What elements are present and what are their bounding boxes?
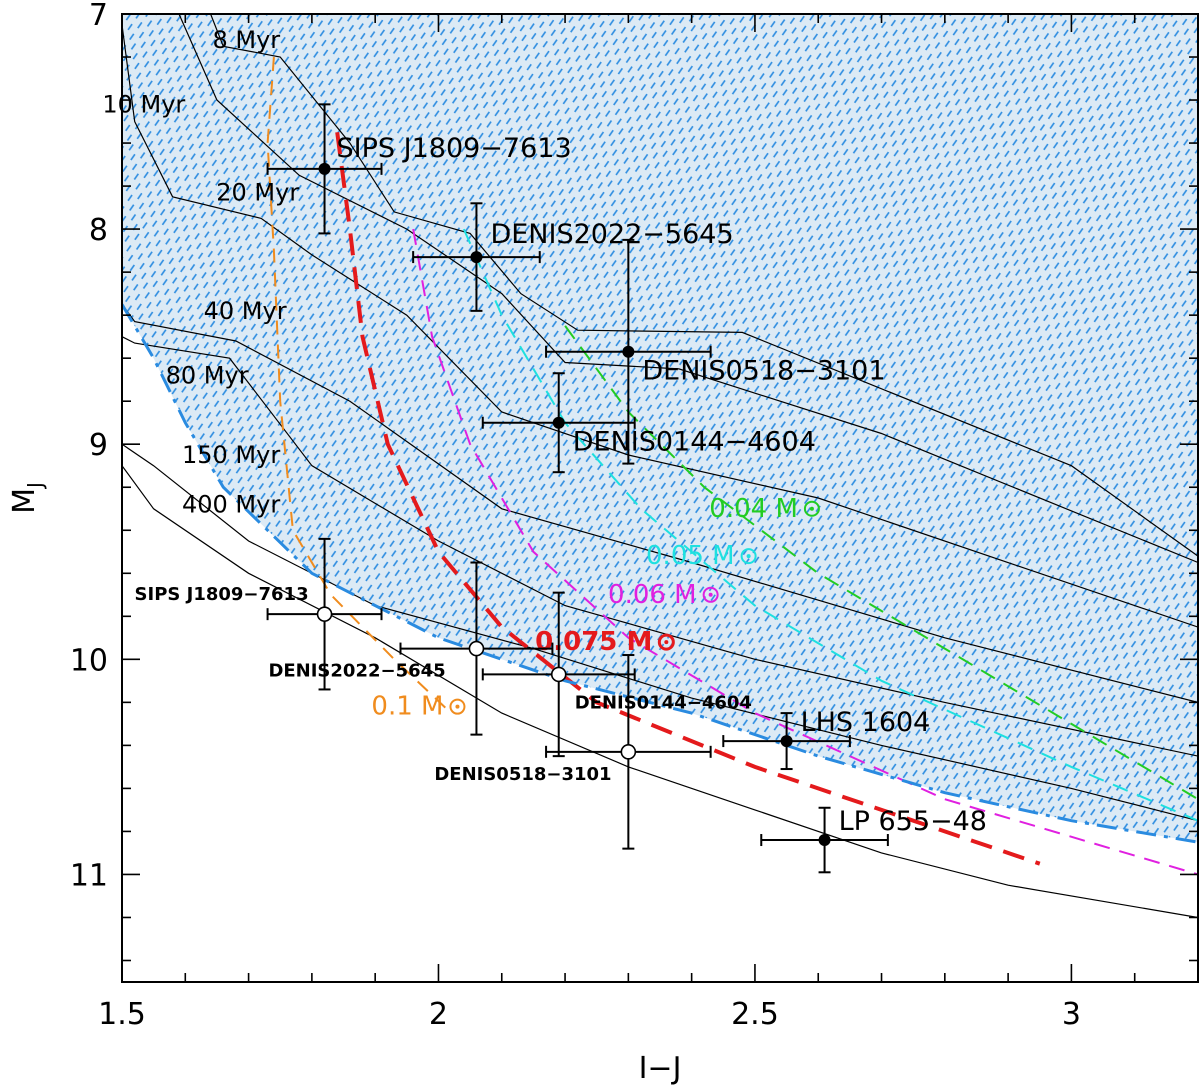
isochrone-80-myr	[122, 336, 1198, 757]
lithium-boundary	[122, 303, 1198, 844]
y-tick-label: 8	[89, 213, 108, 248]
y-tick-label: 7	[89, 0, 108, 33]
sun-symbol-icon	[657, 633, 675, 651]
sun-symbol-dot	[708, 592, 713, 597]
isochrone-label: 150 Myr	[182, 441, 280, 469]
sun-symbol-icon	[740, 548, 757, 565]
isochrone-20-myr	[122, 24, 1198, 628]
isochrone-label: 10 Myr	[102, 90, 185, 118]
sun-symbol-dot	[809, 506, 814, 511]
sun-symbol-dot	[455, 704, 460, 709]
mass-track-label: 0.1 M	[371, 692, 443, 722]
x-tick-label: 1.5	[98, 997, 146, 1032]
isochrone-label: 20 Myr	[216, 179, 299, 207]
isochrone-label: 40 Myr	[204, 297, 287, 325]
sun-symbol-icon	[803, 500, 820, 517]
y-axis-title: MJ	[7, 482, 47, 514]
x-axis-title: I−J	[639, 1051, 682, 1086]
filled-point-label: DENIS0518−3101	[642, 356, 885, 387]
mass-track-line	[266, 56, 452, 714]
filled-point-marker	[818, 834, 831, 847]
filled-point-marker	[780, 735, 793, 748]
mass-track-label: 0.06 M	[608, 580, 697, 610]
filled-point-label: LP 655−48	[839, 806, 987, 837]
filled-point-label: DENIS2022−5645	[490, 219, 733, 250]
open-point-marker	[550, 666, 567, 683]
open-point-marker	[316, 606, 333, 622]
isochrone-8-myr	[210, 14, 1198, 557]
sun-symbol-dot	[664, 640, 669, 645]
isochrone-label: 80 Myr	[166, 361, 249, 389]
filled-point-marker	[622, 345, 635, 358]
open-point-label: DENIS0518−3101	[434, 764, 611, 785]
filled-point-label: DENIS0144−4604	[573, 427, 816, 458]
mass-track-label: 0.075 M	[535, 627, 652, 657]
isochrone-label: 400 Myr	[182, 490, 280, 518]
y-tick-label: 10	[70, 643, 108, 678]
plot-frame	[121, 13, 1199, 983]
filled-point-label: LHS 1604	[801, 707, 931, 738]
open-point-label: DENIS0144−4604	[575, 692, 752, 713]
y-axis-title-main: M	[7, 488, 42, 514]
filled-point-marker	[552, 416, 565, 429]
y-tick-label: 9	[89, 428, 108, 463]
sun-symbol-icon	[449, 698, 466, 715]
data-points: 8 Myr 10 Myr 20 Myr 40 Myr 80 Myr 150 Myr 400 …	[102, 26, 987, 874]
y-axis-title-sub: J	[23, 482, 47, 490]
sun-symbol-dot	[746, 554, 751, 559]
open-point-marker	[620, 744, 637, 760]
x-tick-label: 3	[1062, 997, 1081, 1032]
axes-frame	[121, 13, 1199, 983]
isochrone-400-myr	[122, 465, 1198, 919]
isochrone-10-myr	[178, 14, 1198, 564]
isochrones	[122, 14, 1198, 919]
y-tick-label: 11	[70, 858, 108, 893]
filled-point-label: SIPS J1809−7613	[337, 133, 572, 164]
mass-track-label: 0.05 M	[646, 541, 735, 571]
axis-ticks: 1.5 2 2.5 3 7 8 9 10 11	[70, 0, 1199, 1032]
mass-track-line	[462, 228, 1198, 822]
open-point-label: DENIS2022−5645	[268, 661, 445, 682]
filled-point-marker	[318, 162, 331, 175]
x-tick-label: 2	[429, 997, 448, 1032]
isochrone-40-myr	[122, 304, 1198, 703]
filled-point-marker	[470, 251, 483, 264]
open-point-marker	[468, 640, 485, 657]
isochrone-label: 8 Myr	[213, 26, 281, 54]
mass-track-label: 0.04 M	[709, 494, 798, 524]
mass-track-line	[335, 132, 1041, 866]
lithium-boundary-line	[122, 303, 1198, 844]
sun-symbol-icon	[702, 586, 719, 603]
open-point-label: SIPS J1809−7613	[135, 584, 309, 605]
x-tick-label: 2.5	[731, 997, 779, 1032]
